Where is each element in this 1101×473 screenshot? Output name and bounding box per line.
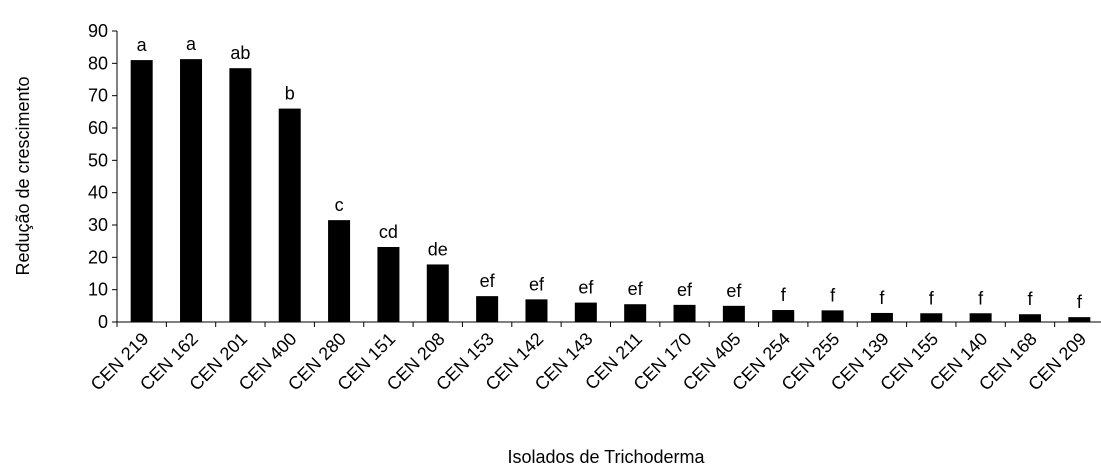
y-tick-label: 60 [88, 118, 108, 138]
y-tick-label: 40 [88, 183, 108, 203]
significance-letter: ef [529, 274, 545, 294]
bar [920, 313, 943, 322]
significance-letter: f [978, 288, 984, 308]
significance-letter: f [1027, 289, 1033, 309]
significance-letter: de [428, 239, 448, 259]
significance-letters: a a ab b c cd de ef ef ef ef ef ef f f f f f f f [137, 34, 1083, 312]
bar [229, 68, 252, 322]
significance-letter: ef [578, 278, 594, 298]
y-axis-title: Redução de crescimento [13, 76, 33, 275]
significance-letter: a [186, 34, 197, 54]
significance-letter: ef [726, 281, 742, 301]
y-tick-label: 20 [88, 247, 108, 267]
bar [328, 220, 351, 322]
significance-letter: a [137, 35, 148, 55]
bar [673, 304, 696, 322]
bar [130, 60, 153, 322]
significance-letter: ef [677, 280, 693, 300]
bar [821, 310, 844, 322]
bar [525, 299, 548, 322]
bar [722, 305, 745, 322]
bar-series [130, 59, 1091, 322]
bar [772, 310, 795, 322]
significance-letter: f [1077, 292, 1083, 312]
bar [574, 302, 597, 322]
y-tick-label: 90 [88, 21, 108, 41]
significance-letter: ab [230, 43, 250, 63]
significance-letter: ef [480, 271, 496, 291]
significance-letter: ef [628, 279, 644, 299]
significance-letter: f [830, 285, 836, 305]
bar [278, 108, 301, 322]
bar [969, 313, 992, 322]
x-axis-title: Isolados de Trichoderma [507, 447, 705, 467]
y-tick-label: 70 [88, 86, 108, 106]
y-tick-label: 50 [88, 150, 108, 170]
y-tick-label: 10 [88, 280, 108, 300]
bar [476, 296, 499, 322]
significance-letter: f [929, 288, 935, 308]
significance-letter: c [335, 195, 344, 215]
bar [1068, 317, 1091, 322]
significance-letter: cd [379, 222, 398, 242]
bar [377, 246, 400, 322]
bar [180, 59, 203, 322]
significance-letter: b [285, 84, 295, 104]
significance-letter: f [879, 288, 885, 308]
y-axis: 0 10 20 30 40 50 60 70 80 90 [88, 21, 118, 332]
y-tick-label: 30 [88, 215, 108, 235]
bar [870, 312, 893, 322]
bar [624, 304, 647, 322]
y-tick-label: 80 [88, 53, 108, 73]
significance-letter: f [781, 285, 787, 305]
y-tick-label: 0 [98, 312, 108, 332]
bar [426, 264, 449, 322]
bar [1018, 314, 1041, 322]
